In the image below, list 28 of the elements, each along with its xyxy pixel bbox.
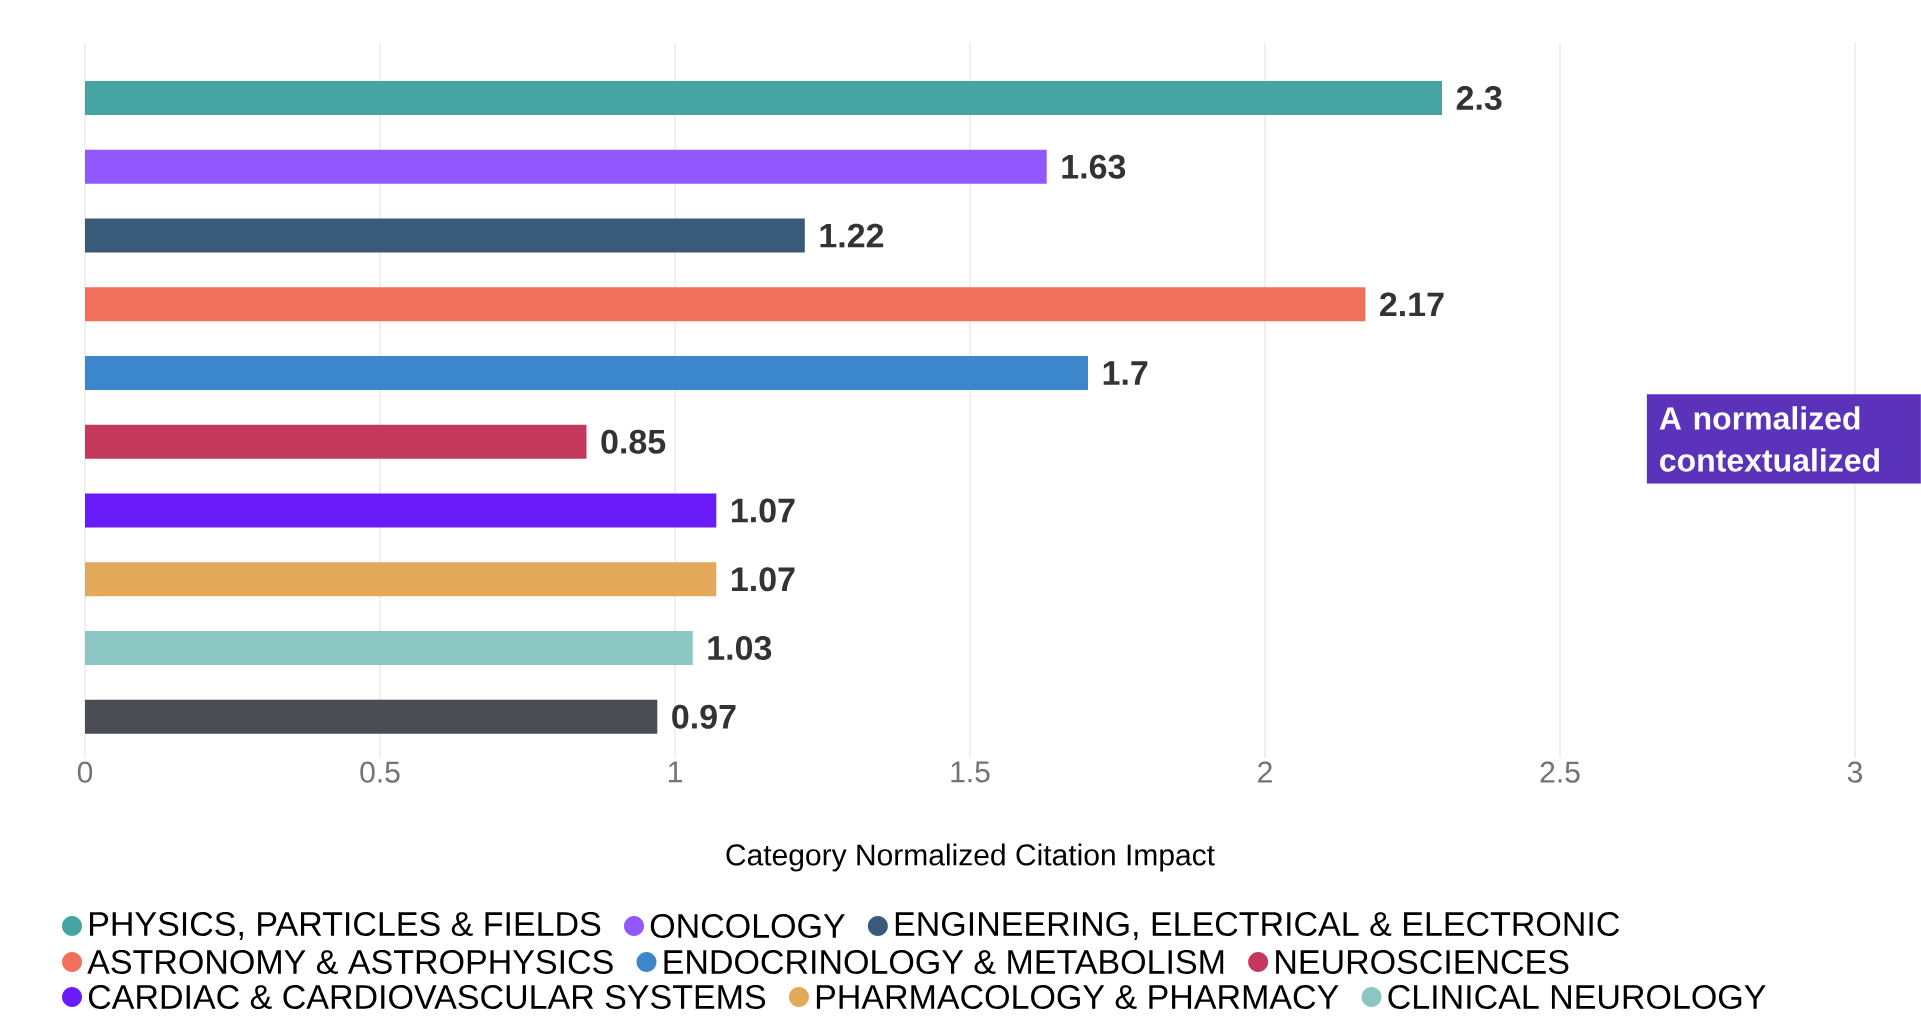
x-tick-label: 0.5 (360, 761, 400, 783)
data-label: 1.07 (731, 498, 795, 523)
annotation: A normalized contextualized (1659, 406, 1879, 472)
legend-label: ENDOCRINOLOGY & METABOLISM (664, 949, 1224, 975)
legend-label: ENGINEERING, ELECTRICAL & ELECTRONIC (895, 911, 1620, 941)
legend-label: CLINICAL NEUROLOGY (1388, 984, 1766, 1010)
data-label: 2.3 (1456, 85, 1502, 111)
x-tick-label: 2 (1258, 761, 1272, 783)
data-label: 1.22 (820, 223, 884, 248)
legend-label: PHARMACOLOGY & PHARMACY (816, 984, 1339, 1010)
data-label: 1.63 (1062, 154, 1126, 179)
data-label: 2.17 (1380, 292, 1444, 317)
data-label: 1.07 (731, 567, 795, 592)
x-tick-label: 2.5 (1540, 761, 1580, 783)
x-axis-title: Category Normalized Citation Impact (726, 843, 1215, 872)
legend-label: CARDIAC & CARDIOVASCULAR SYSTEMS (88, 984, 766, 1010)
legend-label: ASTRONOMY & ASTROPHYSICS (87, 949, 613, 975)
data-label: 0.97 (672, 704, 736, 729)
legend-label: PHYSICS, PARTICLES & FIELDS (90, 911, 601, 941)
legend-label: ONCOLOGY (650, 913, 845, 939)
x-tick-label: 0 (77, 761, 93, 783)
data-label: 1.7 (1103, 361, 1148, 385)
x-tick-label: 1.5 (951, 761, 990, 783)
legend-label: NEUROSCIENCES (1276, 949, 1569, 975)
x-tick-label: 3 (1847, 761, 1863, 783)
data-label: 0.85 (601, 429, 666, 454)
x-tick-label: 1 (668, 761, 682, 783)
data-label: 1.03 (708, 635, 772, 661)
